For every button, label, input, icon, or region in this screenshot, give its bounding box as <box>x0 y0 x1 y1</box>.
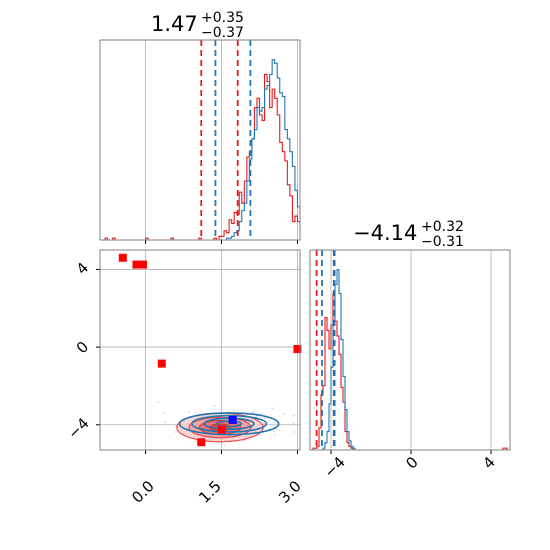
sample-point <box>262 422 265 425</box>
histogram-param-2 <box>309 249 511 454</box>
sample-point <box>213 404 216 407</box>
sample-point <box>264 417 266 419</box>
param-2-title-minus: −0.31 <box>421 234 464 250</box>
x-tick-label: 4 <box>479 453 498 472</box>
sample-point <box>283 412 285 415</box>
x-tick-label: 3.0 <box>275 477 305 507</box>
sample-point <box>275 428 277 430</box>
param-2-title-value: −4.14 <box>353 221 417 245</box>
histogram-step-blue <box>100 59 300 240</box>
sample-point <box>223 444 226 447</box>
sample-point <box>164 420 167 423</box>
sample-point <box>252 411 255 414</box>
sample-point <box>261 413 263 415</box>
sample-point <box>339 421 341 423</box>
param-1-title-minus: −0.37 <box>201 25 244 41</box>
red-point-marker <box>118 253 127 262</box>
red-point-marker <box>293 345 302 354</box>
sample-point <box>292 422 295 424</box>
sample-point <box>272 430 275 433</box>
x-tick-label: −4 <box>320 453 348 481</box>
blue-point-marker <box>228 415 237 424</box>
sample-point <box>157 401 160 403</box>
histogram-step-blue <box>311 269 510 450</box>
param-1-title-value: 1.47 <box>151 12 198 36</box>
p3-x-tick-labels: 0.0 1.5 3.0 <box>128 477 305 507</box>
y-tick-label: −4 <box>64 414 92 442</box>
contour-blue <box>178 412 280 436</box>
red-point-marker <box>132 260 141 269</box>
x-tick-label: 0.0 <box>128 477 158 507</box>
param-2-title: −4.14 +0.32 −0.31 <box>353 219 464 250</box>
p3-y-tick-labels: 4 0 −4 <box>64 259 92 443</box>
contour-blue <box>191 414 268 433</box>
sample-point <box>293 431 296 433</box>
y-tick-label: 4 <box>73 259 92 278</box>
sample-point <box>293 414 295 417</box>
param-2-title-plus: +0.32 <box>421 219 464 235</box>
scatter-clip-group <box>157 401 341 447</box>
sample-point <box>162 411 165 414</box>
y-tick-label: 0 <box>73 338 92 357</box>
x-tick-label: 0 <box>402 453 421 472</box>
red-point-marker <box>139 260 148 269</box>
panel-frame <box>309 249 511 451</box>
panel-frame <box>99 39 301 241</box>
red-point-marker <box>197 438 206 447</box>
histogram-param-1 <box>99 39 301 244</box>
sample-point <box>232 409 235 412</box>
sample-point <box>174 431 177 433</box>
red-point-marker <box>157 359 166 368</box>
panel-frame <box>99 249 301 451</box>
param-1-title-plus: +0.35 <box>201 10 244 26</box>
sample-point <box>187 411 190 414</box>
red-point-marker <box>217 425 226 434</box>
p2-x-tick-labels: −4 0 4 <box>320 453 498 481</box>
x-tick-label: 1.5 <box>195 477 225 507</box>
param-1-title: 1.47 +0.35 −0.37 <box>151 10 244 41</box>
sample-point <box>278 429 281 431</box>
scatter-2d-panel <box>96 249 341 454</box>
sample-point <box>271 407 274 409</box>
sample-point <box>273 434 276 436</box>
histogram-step-red <box>100 73 300 240</box>
sample-point <box>194 440 197 443</box>
